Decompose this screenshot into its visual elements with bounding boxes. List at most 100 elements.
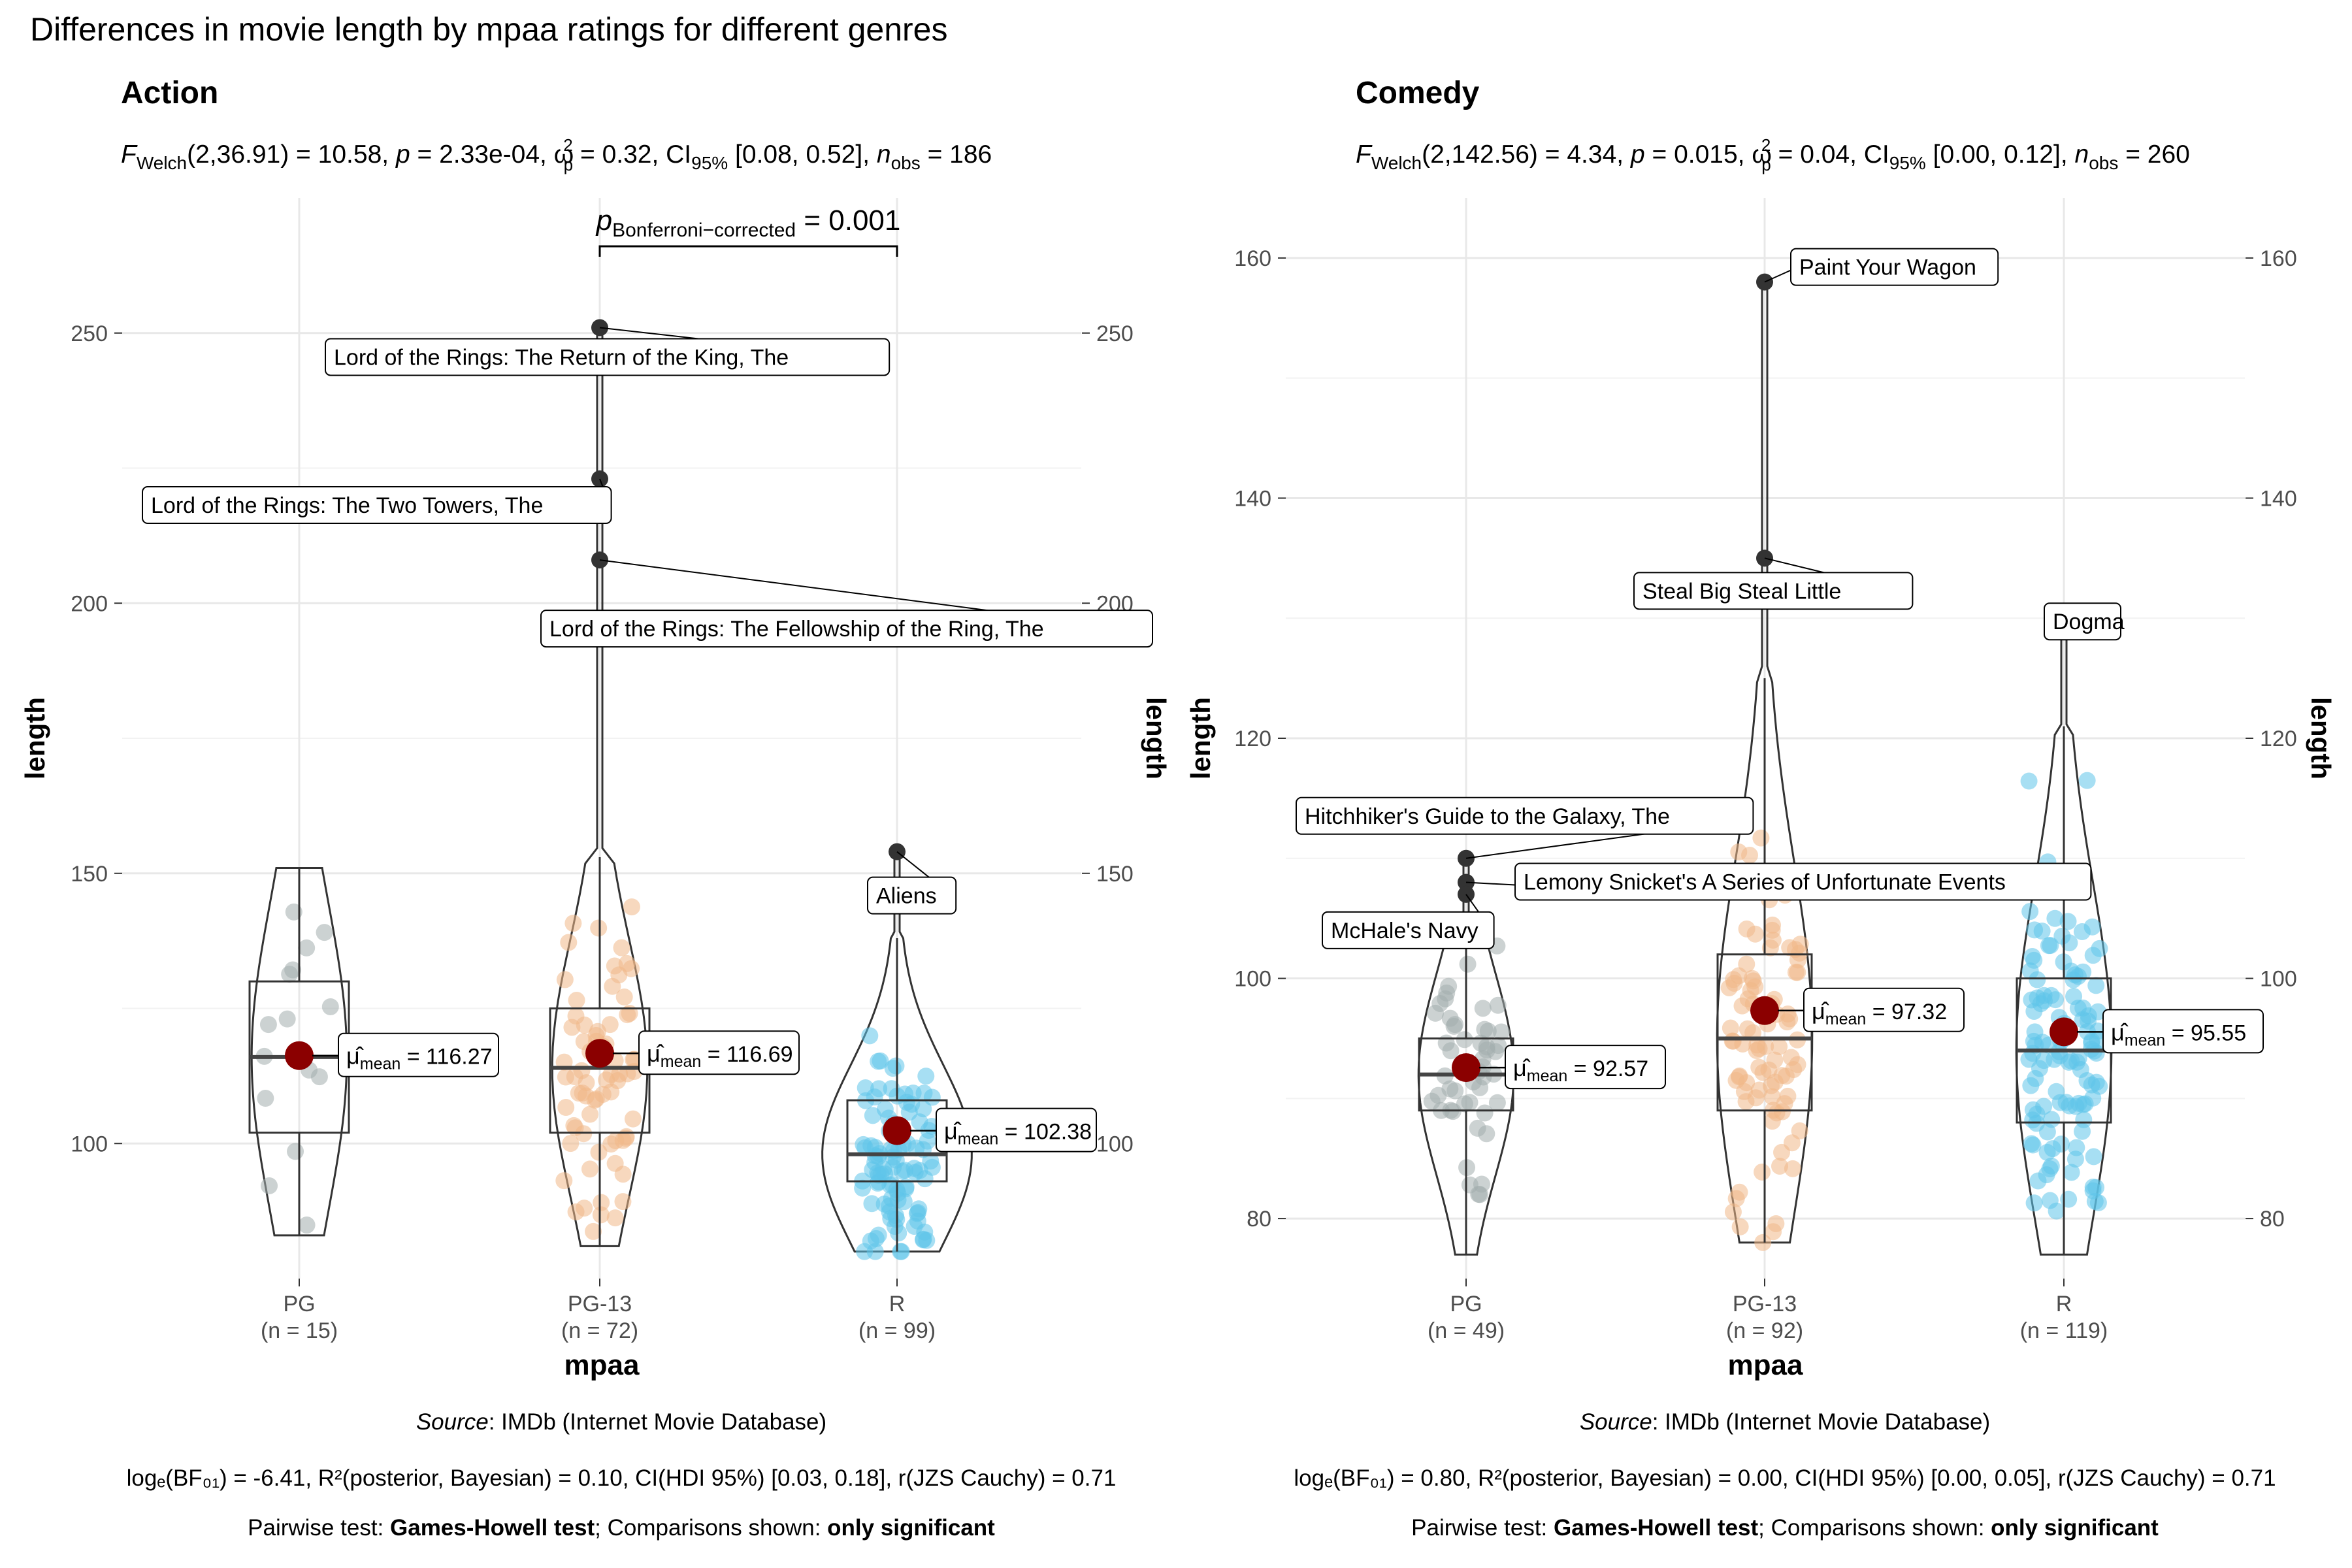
data-point xyxy=(917,1068,935,1085)
y-tick-label-right: 140 xyxy=(2260,486,2297,511)
outlier-label: Dogma xyxy=(2053,610,2125,634)
mean-label-box xyxy=(638,1030,800,1075)
outlier-label-box xyxy=(142,486,612,525)
data-point xyxy=(2060,1053,2078,1071)
text-part: 95% xyxy=(691,153,728,173)
y-axis-label: length xyxy=(1185,697,1216,779)
text-part: = 260 xyxy=(2118,140,2190,169)
data-point xyxy=(566,1119,584,1137)
data-point xyxy=(557,1099,575,1117)
mean-label-box xyxy=(338,1032,499,1077)
data-point xyxy=(1771,1038,1788,1056)
data-point xyxy=(601,1016,619,1034)
data-point xyxy=(285,903,302,921)
data-point xyxy=(592,1206,610,1224)
data-point xyxy=(568,992,585,1009)
y-tick-label: 250 xyxy=(71,321,108,346)
text-part: ω xyxy=(554,140,574,169)
caption-source: Source: IMDb (Internet Movie Database) xyxy=(1580,1409,1990,1435)
data-point xyxy=(581,1160,598,1178)
data-point xyxy=(2070,1094,2087,1112)
data-point xyxy=(1730,843,1748,861)
x-axis-label: mpaa xyxy=(1728,1349,1803,1381)
data-point xyxy=(298,1217,316,1234)
text-part: mean xyxy=(1527,1067,1568,1085)
data-point xyxy=(606,1209,624,1227)
outlier-label-box xyxy=(1296,796,1754,835)
data-point xyxy=(1743,970,1761,987)
data-point xyxy=(1488,1094,1506,1111)
data-point xyxy=(614,1193,632,1211)
text-part: : IMDb (Internet Movie Database) xyxy=(489,1409,826,1435)
data-point xyxy=(2023,947,2041,965)
data-point xyxy=(866,1139,884,1156)
data-point xyxy=(1787,964,1805,981)
text-part: : IMDb (Internet Movie Database) xyxy=(1652,1409,1990,1435)
text-part: F xyxy=(121,140,138,169)
facet-title: Comedy xyxy=(1356,76,1480,110)
data-point xyxy=(2085,1148,2102,1166)
data-point xyxy=(1731,1218,1749,1235)
data-point xyxy=(257,1090,274,1107)
data-point xyxy=(2044,1140,2061,1158)
text-part: obs xyxy=(891,153,921,173)
data-point xyxy=(2084,1178,2102,1196)
data-point xyxy=(564,915,582,932)
text-part: Games-Howell test xyxy=(1554,1515,1758,1541)
text-part: (2,142.56) = 4.34, xyxy=(1422,140,1631,169)
y-tick-label: 80 xyxy=(1247,1207,1271,1232)
data-point xyxy=(876,1100,894,1118)
x-axis-label: mpaa xyxy=(564,1349,640,1381)
text-part: = 0.32, CI xyxy=(573,140,691,169)
outlier-label-box xyxy=(1322,911,1495,949)
mean-label: μ̂mean = 102.38 xyxy=(944,1118,1092,1149)
data-point xyxy=(2084,1089,2102,1107)
text-part: mean xyxy=(360,1055,401,1073)
data-point xyxy=(606,1154,624,1172)
data-point xyxy=(892,1243,909,1260)
y-tick-label-right: 100 xyxy=(1096,1132,1134,1156)
text-part: = 0.015, xyxy=(1645,140,1752,169)
data-point xyxy=(2046,909,2064,927)
data-point xyxy=(2068,1139,2085,1156)
text-part: mean xyxy=(958,1130,999,1149)
x-tick-label: R xyxy=(889,1292,906,1316)
y-tick-label: 140 xyxy=(1234,486,1271,511)
data-point xyxy=(585,1222,602,1240)
text-part: 2 xyxy=(1761,135,1771,155)
caption-pairwise: Pairwise test: Games-Howell test; Compar… xyxy=(1411,1515,2159,1541)
data-point xyxy=(1773,1143,1791,1161)
data-point xyxy=(615,988,633,1006)
outlier-label: Lord of the Rings: The Return of the Kin… xyxy=(334,345,789,370)
y-tick-label-right: 80 xyxy=(2260,1207,2285,1232)
data-point xyxy=(576,1200,593,1217)
data-point xyxy=(590,919,608,937)
pairwise-bracket xyxy=(598,245,898,257)
data-point xyxy=(560,934,578,951)
data-point xyxy=(261,1177,278,1194)
facet-title: Action xyxy=(121,76,218,110)
data-point xyxy=(2041,1192,2059,1209)
data-point xyxy=(906,1164,924,1181)
data-point xyxy=(573,1062,591,1079)
data-point xyxy=(298,939,316,956)
outlier-point xyxy=(591,319,608,336)
mean-point xyxy=(585,1039,614,1068)
data-point xyxy=(907,1139,925,1157)
data-point xyxy=(897,1178,915,1196)
y-tick-label: 200 xyxy=(71,591,108,616)
text-part: ; Comparisons shown: xyxy=(595,1515,827,1541)
figure-title: Differences in movie length by mpaa rati… xyxy=(30,11,947,48)
y-tick-label-right: 250 xyxy=(1096,321,1134,346)
data-point xyxy=(1472,1034,1490,1052)
text-part: only significant xyxy=(827,1515,995,1541)
data-point xyxy=(1782,1049,1800,1066)
outlier-label-box xyxy=(540,610,1153,648)
data-point xyxy=(870,1226,887,1244)
data-point xyxy=(854,1179,872,1197)
data-point xyxy=(2038,1166,2055,1184)
x-tick-count: (n = 49) xyxy=(1428,1318,1505,1343)
data-point xyxy=(1445,1017,1463,1035)
data-point xyxy=(1765,1223,1782,1241)
data-point xyxy=(1461,1094,1478,1111)
